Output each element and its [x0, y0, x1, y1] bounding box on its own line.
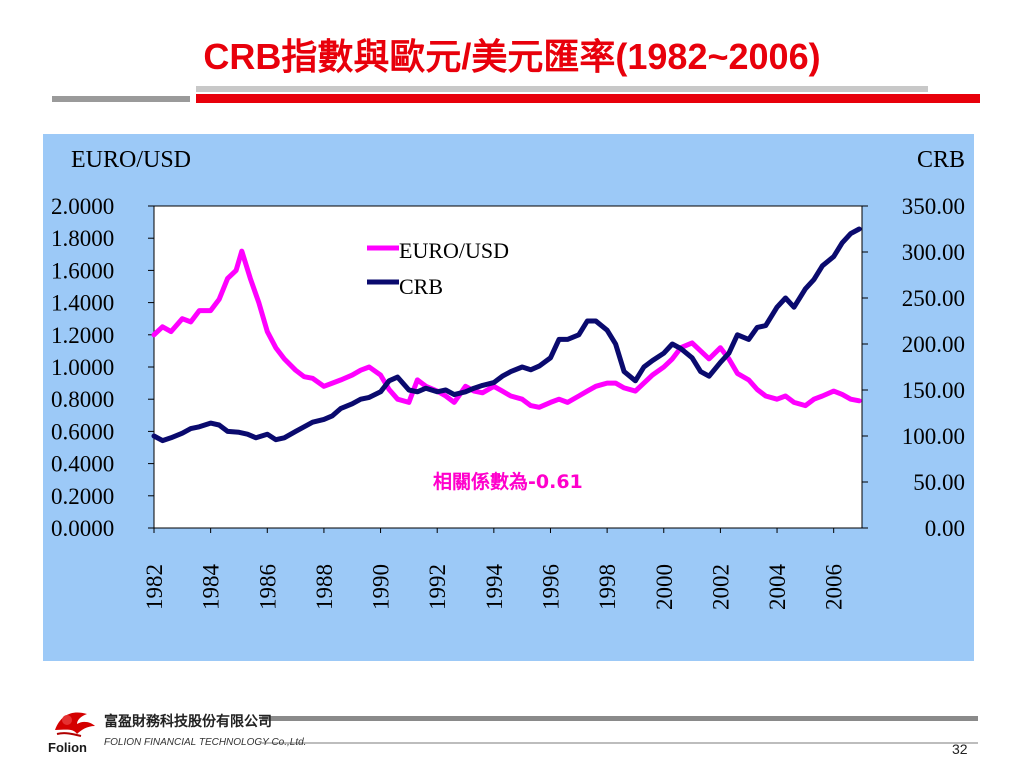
left-tick-label: 2.0000 [51, 194, 114, 219]
right-tick-label: 200.00 [902, 332, 965, 357]
left-tick-label: 1.4000 [51, 291, 114, 316]
left-tick-label: 1.6000 [51, 258, 114, 283]
footer-divider-thin [262, 742, 978, 744]
right-tick-label: 50.00 [913, 470, 965, 495]
chart: 2.0000 1.8000 1.6000 1.4000 1.2000 1.0000 0.80… [51, 147, 965, 610]
right-tick-label: 250.00 [902, 286, 965, 311]
x-tick-label: 1986 [255, 564, 280, 610]
plot-area [153, 205, 863, 529]
x-tick-label: 2004 [765, 564, 790, 611]
left-tick-label: 0.2000 [51, 484, 114, 509]
series-group [151, 226, 862, 444]
left-tick-label: 0.4000 [51, 452, 114, 477]
left-tick-label: 0.6000 [51, 419, 114, 444]
company-logo-icon [55, 712, 95, 737]
x-tick-label: 1992 [425, 564, 450, 610]
x-tick-label: 2000 [652, 564, 677, 610]
x-tick-label: 1998 [595, 564, 620, 610]
left-tick-label: 0.8000 [51, 387, 114, 412]
right-tick-label: 150.00 [902, 378, 965, 403]
page-number: 32 [952, 741, 968, 757]
footer-divider [262, 716, 978, 721]
legend-label-crb: CRB [399, 274, 443, 299]
right-tick-label: 350.00 [902, 194, 965, 219]
x-tick-label: 1988 [312, 564, 337, 610]
x-tick-label: 1996 [538, 564, 563, 610]
legend-label-euro: EURO/USD [399, 238, 509, 263]
left-axis-title: EURO/USD [71, 147, 191, 173]
brand-name: Folion [48, 740, 87, 755]
left-tick-label: 1.0000 [51, 355, 114, 380]
left-tick-label: 0.0000 [51, 516, 114, 541]
left-axis: 2.0000 1.8000 1.6000 1.4000 1.2000 1.0000 0.80… [51, 194, 154, 541]
legend: EURO/USD CRB [367, 238, 509, 299]
right-tick-label: 0.00 [925, 516, 965, 541]
correlation-annotation: 相關係數為-0.61 [433, 470, 583, 493]
x-tick-label: 1990 [369, 564, 394, 610]
x-tick-label: 1982 [142, 564, 167, 610]
title-underline-grey [196, 86, 928, 92]
x-tick-label: 2002 [708, 564, 733, 610]
company-name-cn: 富盈財務科技股份有限公司 [104, 714, 272, 730]
slide-title: CRB指數與歐元/美元匯率(1982~2006) [203, 36, 821, 77]
left-tick-label: 1.2000 [51, 323, 114, 348]
chart-panel: 2.0000 1.8000 1.6000 1.4000 1.2000 1.0000 0.80… [43, 134, 974, 661]
series-line-crb [151, 226, 862, 444]
right-tick-label: 100.00 [902, 424, 965, 449]
right-axis: 350.00 300.00 250.00 200.00 150.00 100.00 50.0… [862, 194, 965, 541]
company-name-en: FOLION FINANCIAL TECHNOLOGY Co.,Ltd. [104, 737, 307, 748]
x-tick-label: 2006 [822, 564, 847, 610]
x-axis: 1982 1984 1986 1988 1990 1992 1994 1996 1998 2000… [142, 528, 847, 610]
right-tick-label: 300.00 [902, 240, 965, 265]
x-tick-label: 1984 [199, 564, 224, 611]
series-line-euro-usd [151, 248, 862, 410]
title-underline-left [52, 96, 190, 102]
title-underline-red [196, 94, 980, 103]
right-axis-title: CRB [917, 147, 965, 173]
left-tick-label: 1.8000 [51, 226, 114, 251]
x-tick-label: 1994 [482, 564, 507, 611]
